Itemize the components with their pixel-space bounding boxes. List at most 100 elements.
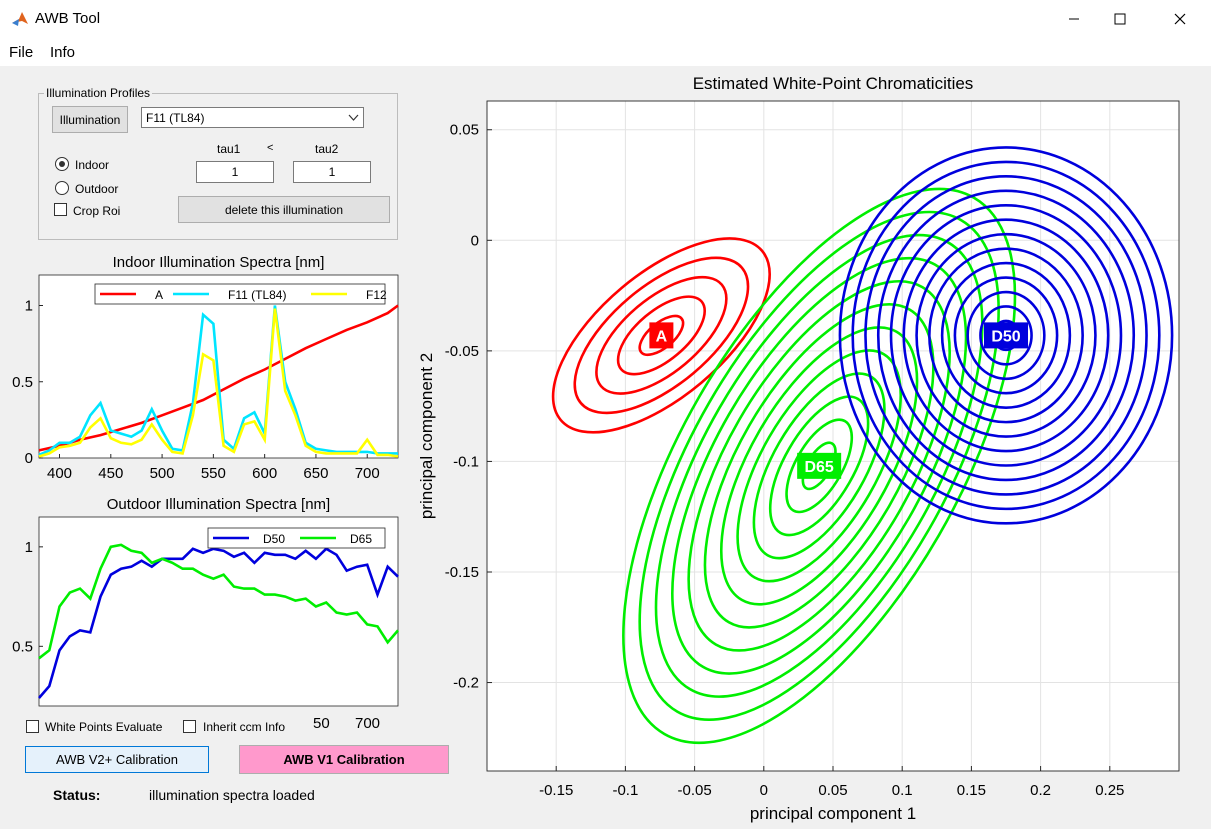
label-a-box — [649, 322, 674, 349]
minimize-button[interactable] — [1051, 0, 1097, 38]
contour-d50 — [979, 305, 1033, 366]
series-line-f11-tl84- — [38, 305, 398, 457]
y-tick-label: 0 — [471, 232, 479, 249]
delete-illumination-button[interactable]: delete this illumination — [178, 196, 390, 223]
x-tick-label: 400 — [47, 465, 72, 482]
awb-v2-calibration-button[interactable]: AWB V2+ Calibration — [25, 746, 209, 773]
illumination-profiles-title: Illumination Profiles — [44, 86, 153, 100]
contour-a — [573, 256, 750, 415]
close-icon — [1174, 13, 1186, 25]
legend-box — [94, 283, 386, 305]
chart-title: Estimated White-Point Chromaticities — [693, 74, 974, 93]
x-tick-label: 0.1 — [892, 782, 913, 799]
legend-box — [207, 527, 386, 549]
legend-label: A — [155, 288, 163, 302]
y-tick-label: -0.1 — [453, 453, 479, 470]
contour-d65 — [638, 210, 1000, 721]
x-tick-label: 550 — [201, 465, 226, 482]
menu-info[interactable]: Info — [50, 44, 76, 61]
legend-label: D65 — [350, 532, 372, 546]
close-button[interactable] — [1157, 0, 1203, 38]
series-line-d65 — [38, 543, 399, 660]
x-tick-label: 0.05 — [818, 782, 847, 799]
outdoor-label: Outdoor — [75, 182, 119, 196]
y-tick-label: 0.5 — [12, 638, 33, 655]
outdoor-tick-label: 700 — [355, 715, 381, 732]
contour-d50 — [851, 160, 1161, 511]
series-line-a — [38, 304, 399, 452]
contour-d50 — [940, 261, 1072, 409]
indoor-label: Indoor — [75, 158, 110, 172]
plot-area — [38, 274, 399, 459]
chart-title: Outdoor Illumination Spectra [nm] — [107, 496, 330, 513]
tau1-label: tau1 — [217, 142, 241, 156]
title-bar: AWB Tool — [0, 0, 1211, 38]
menu-file[interactable]: File — [9, 44, 34, 61]
y-axis-label: principal component 2 — [417, 353, 436, 519]
plot-frame — [486, 100, 1180, 772]
x-tick-label: 700 — [355, 465, 380, 482]
tau-relation-label: < — [267, 142, 274, 154]
indoor-spectra-chart: Indoor Illumination Spectra [nm] 0 0.5 1 400… — [12, 254, 399, 482]
crop-roi-checkbox[interactable] — [54, 203, 67, 216]
legend-label: F12 — [366, 288, 387, 302]
x-tick-label: 0.15 — [957, 782, 986, 799]
x-tick-label: 0.25 — [1095, 782, 1124, 799]
white-points-evaluate-label: White Points Evaluate — [45, 720, 163, 734]
outdoor-tick-label: 50 — [313, 715, 330, 732]
x-tick-label: 0.2 — [1030, 782, 1051, 799]
contour-d50 — [838, 146, 1174, 525]
chart-title: Indoor Illumination Spectra [nm] — [113, 254, 325, 271]
status-text: illumination spectra loaded — [149, 787, 315, 803]
awb-v1-calibration-button[interactable]: AWB V1 Calibration — [239, 745, 449, 774]
x-tick-label: 650 — [303, 465, 328, 482]
contour-d65 — [736, 349, 903, 583]
illumination-profiles-panel — [38, 93, 398, 240]
tau1-input[interactable]: 1 — [196, 161, 274, 183]
x-tick-label: -0.15 — [539, 782, 573, 799]
white-point-chart: -0.15 -0.1 -0.05 0 0.05 0.1 0.15 0.2 0.25 0.05 0 -0… — [417, 74, 1180, 823]
legend-label: D50 — [263, 532, 285, 546]
contour-d65 — [654, 233, 984, 698]
contour-a — [551, 237, 771, 434]
contour-d50 — [902, 218, 1110, 453]
y-tick-label: -0.05 — [445, 343, 479, 360]
x-tick-label: 600 — [252, 465, 277, 482]
contour-d65 — [671, 256, 968, 675]
maximize-icon — [1114, 13, 1126, 25]
x-tick-label: -0.1 — [612, 782, 638, 799]
y-tick-label: 1 — [25, 539, 33, 556]
indoor-radio[interactable] — [55, 157, 69, 171]
label-d65: D65 — [804, 459, 833, 476]
contour-d50 — [889, 203, 1123, 467]
illumination-select[interactable]: F11 (TL84) — [141, 107, 364, 128]
tau2-input[interactable]: 1 — [293, 161, 371, 183]
outdoor-spectra-chart: Outdoor Illumination Spectra [nm] 0.5 1 D50… — [12, 496, 399, 707]
contour-a — [595, 275, 728, 395]
maximize-button[interactable] — [1097, 0, 1143, 38]
contour-d65 — [768, 395, 870, 537]
label-a: A — [656, 328, 668, 345]
contour-d50 — [915, 232, 1097, 438]
outdoor-radio[interactable] — [55, 181, 69, 195]
x-tick-label: 500 — [150, 465, 175, 482]
illumination-button[interactable]: Illumination — [52, 106, 128, 133]
contour-d50 — [966, 290, 1046, 381]
menu-bar: File Info — [0, 38, 1211, 66]
label-d50-box — [984, 322, 1028, 349]
inherit-ccm-checkbox[interactable] — [183, 720, 196, 733]
y-tick-label: 0.5 — [12, 374, 33, 391]
contour-d65 — [622, 187, 1017, 745]
x-tick-label: 0 — [760, 782, 768, 799]
white-points-evaluate-checkbox[interactable] — [26, 720, 39, 733]
label-d65-box — [797, 452, 842, 479]
series-line-f12 — [38, 308, 399, 458]
contour-d50 — [864, 175, 1148, 496]
contour-d50 — [876, 189, 1136, 482]
x-axis-label: principal component 1 — [750, 804, 916, 823]
series-group — [38, 543, 399, 699]
contour-group: A D65 D50 — [551, 146, 1174, 745]
series-line-d50 — [38, 547, 399, 699]
x-tick-label: 450 — [98, 465, 123, 482]
contour-d50 — [953, 276, 1059, 395]
